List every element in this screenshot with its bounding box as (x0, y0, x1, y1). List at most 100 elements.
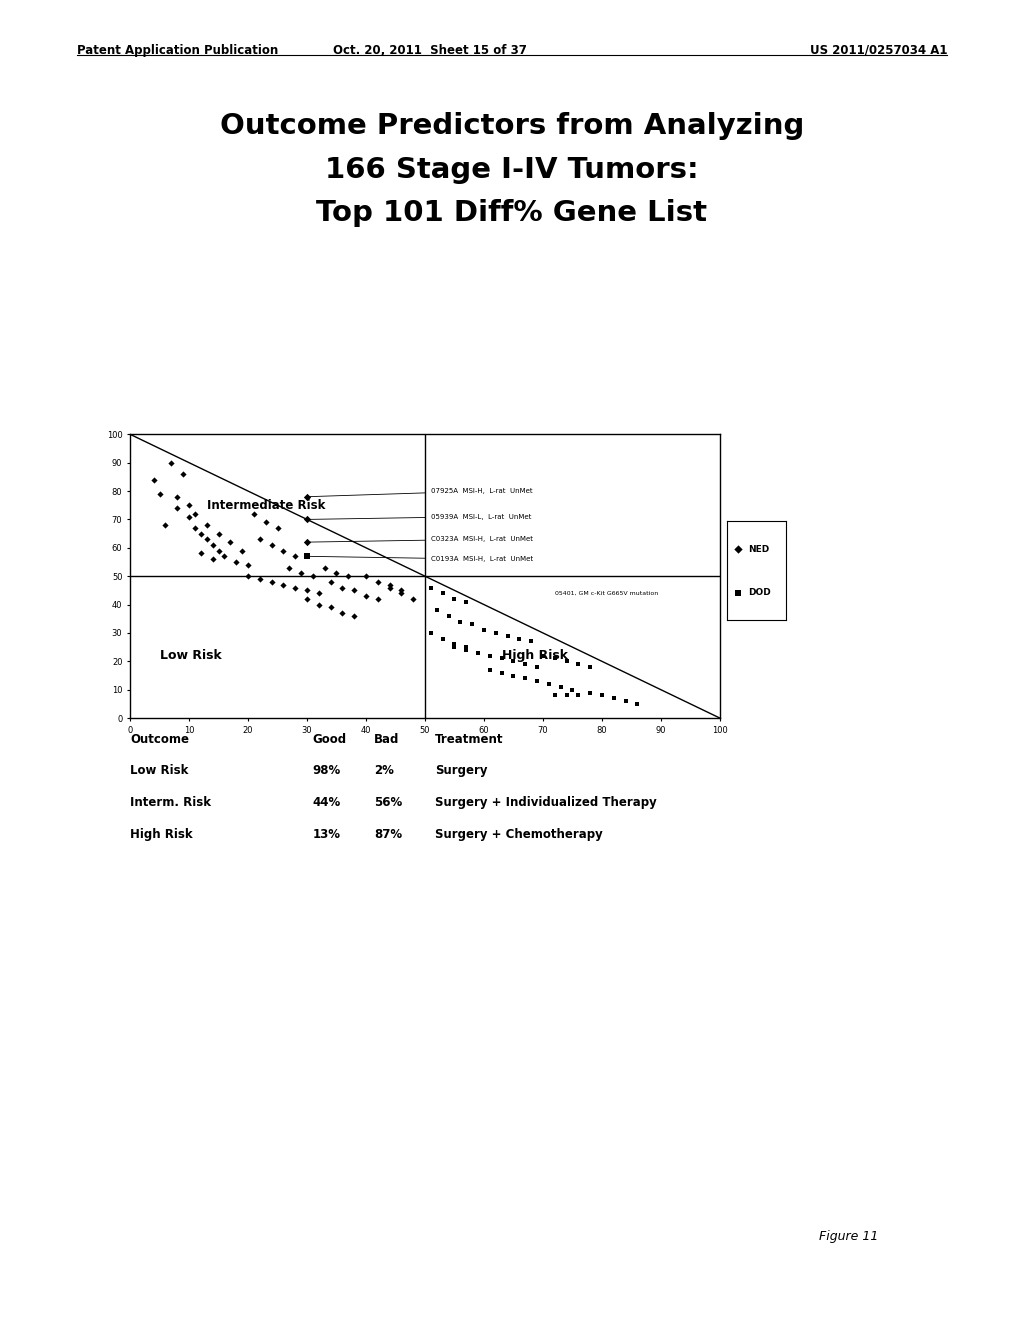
Point (263, 535, 280, 556)
Text: Low Risk: Low Risk (160, 649, 221, 663)
Point (233, 540, 250, 561)
Point (446, 636, 463, 657)
Point (505, 651, 521, 672)
Point (334, 577, 350, 598)
Point (275, 574, 292, 595)
Point (434, 628, 451, 649)
Point (287, 545, 303, 566)
Point (446, 634, 463, 655)
Point (252, 529, 268, 550)
Point (252, 569, 268, 590)
Point (158, 515, 174, 536)
Point (340, 565, 356, 586)
Text: Surgery + Individualized Therapy: Surgery + Individualized Therapy (435, 796, 657, 809)
Point (729, 582, 745, 603)
Point (246, 503, 262, 524)
Text: High Risk: High Risk (502, 649, 567, 663)
Text: 56%: 56% (374, 796, 402, 809)
Point (205, 535, 221, 556)
Text: C0193A  MSI-H,  L-rat  UnMet: C0193A MSI-H, L-rat UnMet (310, 556, 532, 562)
Point (323, 597, 339, 618)
Point (186, 503, 203, 524)
Point (210, 523, 226, 544)
Point (470, 643, 486, 664)
Point (181, 506, 198, 527)
Text: 98%: 98% (312, 764, 341, 777)
Point (323, 572, 339, 593)
Text: Intermediate Risk: Intermediate Risk (207, 499, 325, 512)
Text: US 2011/0257034 A1: US 2011/0257034 A1 (810, 44, 947, 57)
Point (316, 557, 333, 578)
Point (299, 589, 315, 610)
Point (193, 523, 209, 544)
Point (169, 498, 185, 519)
Point (181, 495, 198, 516)
Point (500, 626, 516, 647)
Point (594, 685, 610, 706)
Point (570, 685, 587, 706)
Point (481, 645, 498, 667)
Point (370, 589, 386, 610)
Point (257, 512, 273, 533)
Point (370, 572, 386, 593)
Point (275, 540, 292, 561)
Text: NED: NED (748, 545, 769, 553)
Text: Treatment: Treatment (435, 733, 504, 746)
Point (240, 565, 256, 586)
Text: 166 Stage I-IV Tumors:: 166 Stage I-IV Tumors: (326, 156, 698, 183)
Point (582, 656, 598, 677)
Point (434, 582, 451, 603)
Point (216, 545, 232, 566)
Text: Figure 11: Figure 11 (819, 1230, 879, 1243)
Point (299, 579, 315, 601)
Point (299, 486, 315, 507)
Point (381, 577, 397, 598)
Point (552, 676, 568, 697)
Point (205, 549, 221, 570)
Point (287, 577, 303, 598)
Point (481, 659, 498, 680)
Point (329, 562, 345, 583)
Point (310, 594, 327, 615)
Point (305, 565, 322, 586)
Point (175, 463, 191, 484)
Point (570, 653, 587, 675)
Point (210, 540, 226, 561)
Text: DOD: DOD (748, 589, 771, 597)
Point (494, 663, 510, 684)
Point (199, 515, 215, 536)
Point (629, 693, 645, 714)
Point (523, 631, 540, 652)
Point (199, 529, 215, 550)
Point (346, 579, 362, 601)
Point (528, 671, 545, 692)
Point (476, 619, 493, 640)
Point (404, 589, 421, 610)
Point (458, 639, 474, 660)
Text: 44%: 44% (312, 796, 341, 809)
Point (528, 656, 545, 677)
Text: Bad: Bad (374, 733, 399, 746)
Point (541, 673, 557, 694)
Point (393, 579, 410, 601)
Text: 05401, GM c-Kit G665V mutation: 05401, GM c-Kit G665V mutation (555, 591, 658, 595)
Point (299, 508, 315, 529)
Point (186, 517, 203, 539)
Text: Good: Good (312, 733, 346, 746)
Point (346, 606, 362, 627)
Text: Outcome Predictors from Analyzing: Outcome Predictors from Analyzing (220, 112, 804, 140)
Text: 13%: 13% (312, 828, 340, 841)
Point (163, 451, 179, 473)
Point (293, 562, 309, 583)
Point (282, 557, 298, 578)
Text: C0323A  MSI-H,  L-rat  UnMet: C0323A MSI-H, L-rat UnMet (310, 536, 532, 543)
Point (423, 622, 439, 643)
Point (334, 602, 350, 623)
Text: Top 101 Diff% Gene List: Top 101 Diff% Gene List (316, 199, 708, 227)
Point (299, 532, 315, 553)
Point (228, 552, 245, 573)
Point (169, 486, 185, 507)
Point (517, 653, 534, 675)
Point (547, 648, 563, 669)
Point (310, 582, 327, 603)
